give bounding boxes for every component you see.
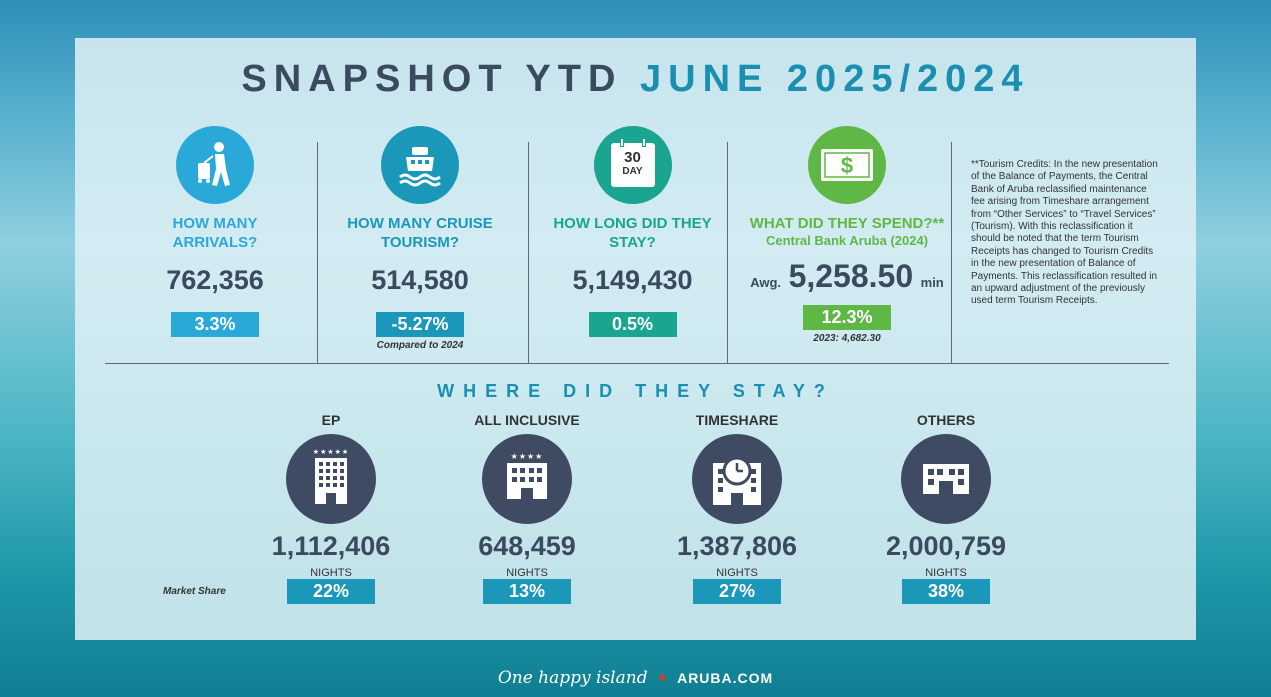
page-title: SNAPSHOT YTD JUNE 2025/2024 (75, 58, 1196, 101)
snapshot-panel: SNAPSHOT YTD JUNE 2025/2024 HOW MANY ARR… (75, 38, 1196, 640)
star-icon: ✦ (656, 670, 669, 687)
stat-value: 5,149,430 (572, 265, 693, 295)
calendar-number: 30 (624, 149, 641, 166)
hotel-four-star-icon: ★★★★ (482, 434, 572, 524)
market-share-badge: 38% (902, 579, 990, 604)
stat-stay-length: 30 DAY HOW LONG DID THEY STAY? 5,149,430… (550, 126, 715, 337)
divider (317, 142, 318, 364)
stars: ★★★★ (510, 452, 544, 461)
accommodation-all-inclusive: ALL INCLUSIVE ★★★★ 648,459 NIGHTS 13% (442, 412, 612, 604)
market-share-badge: 13% (483, 579, 571, 604)
tourism-credits-note: **Tourism Credits: In the new presentati… (971, 159, 1158, 307)
market-share-badge: 27% (693, 579, 781, 604)
title-part-2: JUNE 2025/2024 (640, 58, 1030, 100)
stat-value: 514,580 (371, 265, 469, 295)
market-share-badge: 22% (287, 579, 375, 604)
stat-value: 762,356 (166, 265, 264, 295)
divider (951, 142, 952, 364)
nights-value: 648,459 (478, 531, 576, 561)
accommodation-label: ALL INCLUSIVE (474, 412, 580, 428)
stat-change-badge: 12.3% (803, 305, 891, 330)
nights-value: 1,387,806 (676, 531, 798, 561)
stat-change-badge: 3.3% (171, 312, 259, 337)
horizontal-divider (105, 363, 1169, 364)
timeshare-clock-icon (692, 434, 782, 524)
calendar-text: DAY (622, 166, 643, 177)
stat-cruise: HOW MANY CRUISE TOURISM? 514,580 -5.27% … (335, 126, 505, 351)
stat-spend: $ WHAT DID THEY SPEND?** Central Bank Ar… (731, 126, 963, 344)
svg-text:$: $ (841, 153, 853, 178)
stat-subtitle: Central Bank Aruba (2024) (765, 233, 929, 248)
divider (727, 142, 728, 364)
hotel-five-star-icon: ★★★★★ (286, 434, 376, 524)
market-share-label: Market Share (163, 586, 226, 597)
calendar-icon: 30 DAY (593, 126, 672, 204)
accommodation-label: OTHERS (916, 412, 976, 428)
stat-question: HOW MANY ARRIVALS? (172, 215, 258, 251)
nights-label: NIGHTS (925, 567, 967, 579)
stars: ★★★★★ (312, 448, 350, 456)
footer-slogan: One happy island (497, 668, 648, 688)
accommodation-ep: EP ★★★★★ 1,112,406 NIGHTS 22% (246, 412, 416, 604)
nights-label: NIGHTS (506, 567, 548, 579)
building-icon (901, 434, 991, 524)
stat-question: HOW LONG DID THEY STAY? (553, 215, 712, 251)
divider (528, 142, 529, 364)
nights-label: NIGHTS (716, 567, 758, 579)
traveler-icon (176, 126, 254, 204)
where-title: WHERE DID THEY STAY? (437, 381, 834, 401)
accommodation-timeshare: TIMESHARE 1,387,806 NIGHTS 27% (652, 412, 822, 604)
stat-arrivals: HOW MANY ARRIVALS? 762,356 3.3% (145, 126, 285, 337)
nights-value: 2,000,759 (885, 531, 1007, 561)
nights-label: NIGHTS (310, 567, 352, 579)
accommodation-others: OTHERS 2,000,759 NIGHTS 38% (861, 412, 1031, 604)
stat-question: HOW MANY CRUISE TOURISM? (347, 215, 493, 251)
title-part-1: SNAPSHOT YTD (241, 58, 623, 100)
value-prefix: Awg. (750, 275, 782, 290)
stat-value: 5,258.50 (788, 258, 914, 294)
accommodation-label: TIMESHARE (695, 412, 779, 428)
accommodation-label: EP (321, 412, 341, 428)
footer: One happy island ✦ ARUBA.COM (0, 668, 1271, 688)
money-icon: $ (808, 126, 886, 204)
stat-change-badge: 0.5% (588, 312, 677, 337)
stat-note: Compared to 2024 (376, 340, 464, 351)
stat-note: 2023: 4,682.30 (813, 333, 881, 344)
stat-change-badge: -5.27% (376, 312, 464, 337)
ship-icon (381, 126, 459, 204)
nights-value: 1,112,406 (271, 531, 391, 561)
stat-value-row: Awg. 5,258.50 min (731, 258, 963, 295)
footer-site-link[interactable]: ARUBA.COM (677, 670, 774, 686)
value-suffix: min (920, 275, 944, 290)
stat-question: WHAT DID THEY SPEND?** (749, 215, 945, 232)
